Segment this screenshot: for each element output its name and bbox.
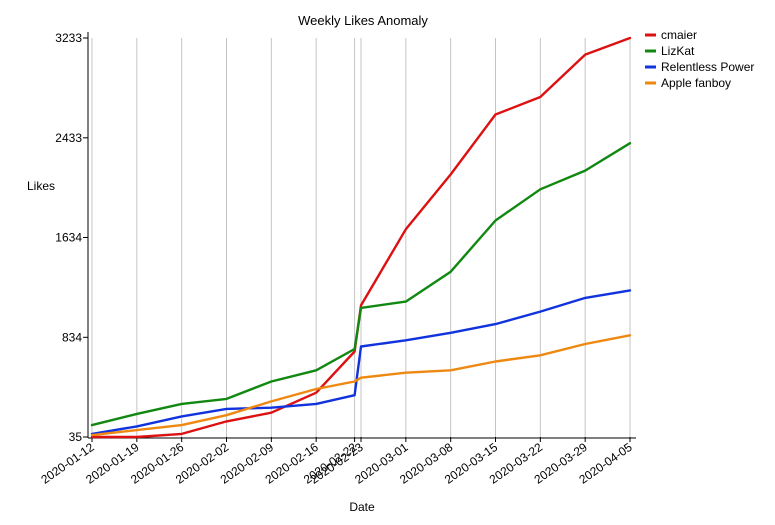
- legend-label: LizKat: [661, 44, 695, 58]
- legend: cmaier LizKat Relentless Power Apple fanboy: [645, 28, 754, 90]
- gridlines: [91, 38, 631, 437]
- y-tick-label: 834: [62, 330, 82, 344]
- chart-title: Weekly Likes Anomaly: [298, 13, 428, 28]
- series-line-lizkat: [90, 141, 632, 427]
- y-axis-label: Likes: [27, 179, 55, 193]
- y-tick-label: 35: [69, 430, 83, 444]
- y-tick-label: 3233: [55, 31, 82, 45]
- y-tick-label: 2433: [55, 131, 82, 145]
- legend-label: Apple fanboy: [661, 76, 731, 90]
- legend-label: cmaier: [661, 28, 697, 42]
- axes: 2020-01-122020-01-192020-01-262020-02-02…: [38, 31, 636, 487]
- x-axis-label: Date: [349, 500, 375, 514]
- legend-label: Relentless Power: [661, 60, 754, 74]
- series-line-relentless-power: [90, 289, 632, 436]
- series-line-apple-fanboy: [90, 334, 632, 437]
- series-lines: [90, 36, 632, 439]
- y-tick-label: 1634: [55, 231, 82, 245]
